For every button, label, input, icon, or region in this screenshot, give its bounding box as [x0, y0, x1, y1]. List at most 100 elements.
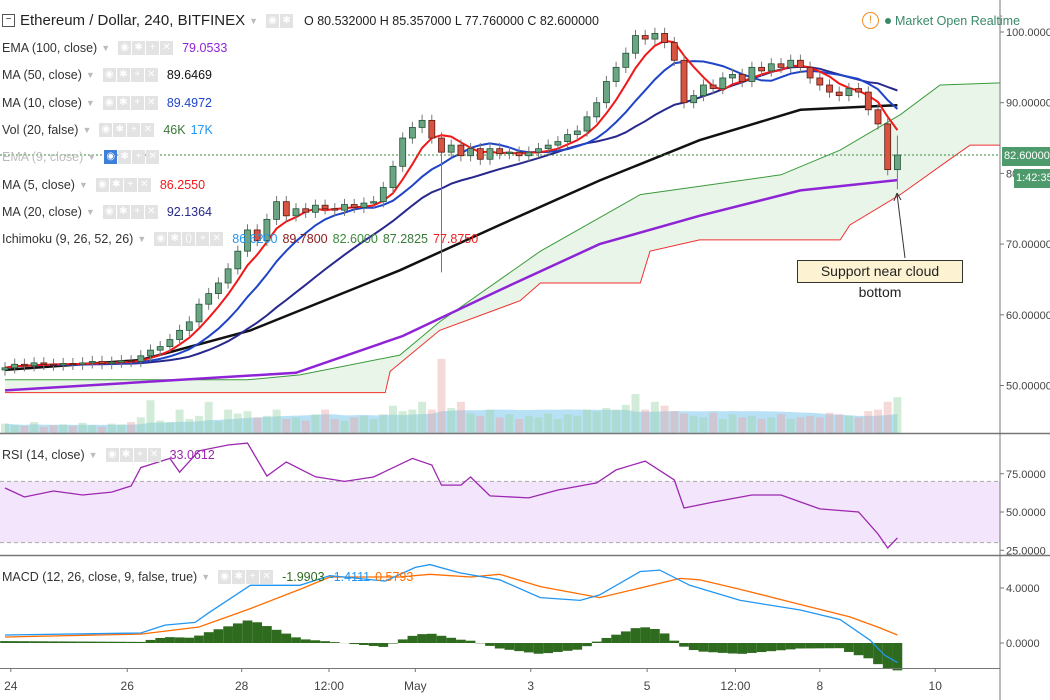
indicator-label[interactable]: Ichimoku (9, 26, 52, 26)	[2, 232, 134, 247]
plus-icon[interactable]: +	[196, 232, 210, 247]
volume-bar	[854, 417, 863, 433]
candle-body	[185, 321, 193, 331]
gear-icon[interactable]: ✱	[118, 150, 132, 165]
volume-bar	[156, 420, 165, 433]
candle-body	[496, 148, 504, 155]
close-icon[interactable]: ✕	[160, 41, 174, 55]
volume-bar	[592, 411, 601, 433]
legend-row[interactable]: MA (50, close) ▼ ◉ ✱ + ✕ 89.6469	[2, 66, 217, 84]
eye-icon[interactable]: ◉	[102, 95, 116, 110]
indicator-label[interactable]: MACD (12, 26, close, 9, false, true)	[2, 570, 198, 584]
indicator-label[interactable]: Vol (20, false)	[2, 122, 79, 137]
gear-icon[interactable]: ✱	[116, 68, 130, 83]
close-icon[interactable]: ✕	[144, 204, 158, 219]
collapse-icon[interactable]: −	[2, 14, 15, 27]
legend-row[interactable]: Ichimoku (9, 26, 52, 26) ▼ ◉ ✱() + ✕ 86.6200 89…	[2, 230, 483, 248]
close-icon[interactable]: ✕	[210, 232, 224, 247]
symbol-title[interactable]: Ethereum / Dollar, 240, BITFINEX	[20, 12, 246, 29]
indicator-value: 0.5793	[375, 570, 414, 584]
gear-icon[interactable]: ✱	[280, 13, 294, 28]
chevron-down-icon[interactable]: ▼	[82, 124, 92, 135]
gear-icon[interactable]: ✱	[119, 448, 133, 462]
eye-icon[interactable]: ◉	[99, 122, 113, 137]
plus-icon[interactable]: +	[146, 41, 160, 55]
plus-icon[interactable]: +	[130, 95, 144, 110]
close-icon[interactable]: ✕	[147, 448, 161, 462]
legend-row[interactable]: MA (20, close) ▼ ◉ ✱ + ✕ 92.1364	[2, 203, 217, 221]
plus-icon[interactable]: +	[123, 177, 137, 192]
volume-bar	[311, 414, 320, 433]
macd-histogram-bar	[145, 639, 156, 643]
candle-body	[234, 250, 242, 270]
gear-icon[interactable]: ✱	[113, 122, 127, 137]
chevron-down-icon[interactable]: ▼	[249, 15, 259, 26]
macd-histogram-bar	[252, 622, 263, 643]
close-icon[interactable]: ✕	[144, 95, 158, 110]
legend-row[interactable]: EMA (100, close) ▼ ◉ ✱ + ✕ 79.0533	[2, 39, 232, 57]
eye-icon[interactable]: ◉	[102, 204, 116, 219]
eye-icon[interactable]: ◉	[154, 232, 168, 247]
close-icon[interactable]: ✕	[141, 122, 155, 137]
macd-histogram-bar	[523, 643, 534, 653]
indicator-label[interactable]: MA (20, close)	[2, 204, 82, 219]
chart-annotation[interactable]: Support near cloud bottom	[797, 260, 963, 300]
eye-icon[interactable]: ◉	[104, 150, 118, 165]
close-icon[interactable]: ✕	[260, 570, 274, 584]
close-icon[interactable]: ✕	[144, 68, 158, 83]
candle-body	[515, 151, 523, 157]
legend-row[interactable]: MA (10, close) ▼ ◉ ✱ + ✕ 89.4972	[2, 94, 217, 112]
volume-bar	[544, 413, 553, 433]
chevron-down-icon[interactable]: ▼	[85, 97, 95, 108]
chevron-down-icon[interactable]: ▼	[201, 572, 211, 582]
eye-icon[interactable]: ◉	[266, 13, 280, 28]
indicator-label[interactable]: RSI (14, close)	[2, 448, 85, 462]
chevron-down-icon[interactable]: ▼	[88, 450, 98, 460]
eye-icon[interactable]: ◉	[102, 68, 116, 83]
legend-row[interactable]: EMA (9, close) ▼ ◉ ✱ + ✕	[2, 148, 168, 166]
volume-bar	[262, 415, 271, 433]
close-icon[interactable]: ✕	[137, 177, 151, 192]
gear-icon[interactable]: ✱	[232, 570, 246, 584]
volume-bar	[515, 418, 524, 433]
chevron-down-icon[interactable]: ▼	[101, 43, 111, 53]
status-label: Market Open Realtime	[895, 13, 1021, 28]
indicator-label[interactable]: MA (10, close)	[2, 95, 82, 110]
gear-icon[interactable]: ✱	[116, 95, 130, 110]
gear-icon[interactable]: ✱	[132, 41, 146, 55]
eye-icon[interactable]: ◉	[118, 41, 132, 55]
legend-row[interactable]: Vol (20, false) ▼ ◉ ✱ + ✕ 46K 17K	[2, 121, 218, 139]
chevron-down-icon[interactable]: ▼	[78, 179, 88, 190]
chevron-down-icon[interactable]: ▼	[137, 234, 147, 245]
legend-row[interactable]: RSI (14, close) ▼ ◉ ✱ + ✕ 33.0612	[2, 446, 220, 464]
chevron-down-icon[interactable]: ▼	[85, 206, 95, 217]
volume-bars	[1, 358, 902, 433]
indicator-label[interactable]: EMA (100, close)	[2, 41, 98, 55]
indicator-label[interactable]: EMA (9, close)	[2, 150, 84, 165]
candle-body	[379, 187, 387, 203]
gear-icon[interactable]: ✱	[168, 232, 182, 247]
legend-row[interactable]: MA (5, close) ▼ ◉ ✱ + ✕ 86.2550	[2, 176, 210, 194]
rsi-band	[0, 481, 1000, 543]
legend-row[interactable]: MACD (12, 26, close, 9, false, true) ▼ ◉ ✱ +…	[2, 568, 418, 586]
eye-icon[interactable]: ◉	[105, 448, 119, 462]
plus-icon[interactable]: +	[127, 122, 141, 137]
volume-bar	[767, 417, 776, 433]
gear-icon[interactable]: ✱	[116, 204, 130, 219]
chevron-down-icon[interactable]: ▼	[87, 152, 97, 163]
source-icon[interactable]: ()	[182, 232, 196, 247]
chevron-down-icon[interactable]: ▼	[85, 70, 95, 81]
time-tick-label: 12:00	[314, 679, 344, 693]
indicator-label[interactable]: MA (5, close)	[2, 177, 75, 192]
close-icon[interactable]: ✕	[146, 150, 160, 165]
eye-icon[interactable]: ◉	[218, 570, 232, 584]
plus-icon[interactable]: +	[132, 150, 146, 165]
plus-icon[interactable]: +	[130, 204, 144, 219]
plus-icon[interactable]: +	[133, 448, 147, 462]
eye-icon[interactable]: ◉	[95, 177, 109, 192]
gear-icon[interactable]: ✱	[109, 177, 123, 192]
plus-icon[interactable]: +	[246, 570, 260, 584]
indicator-label[interactable]: MA (50, close)	[2, 68, 82, 83]
warning-icon[interactable]: !	[862, 12, 879, 29]
plus-icon[interactable]: +	[130, 68, 144, 83]
